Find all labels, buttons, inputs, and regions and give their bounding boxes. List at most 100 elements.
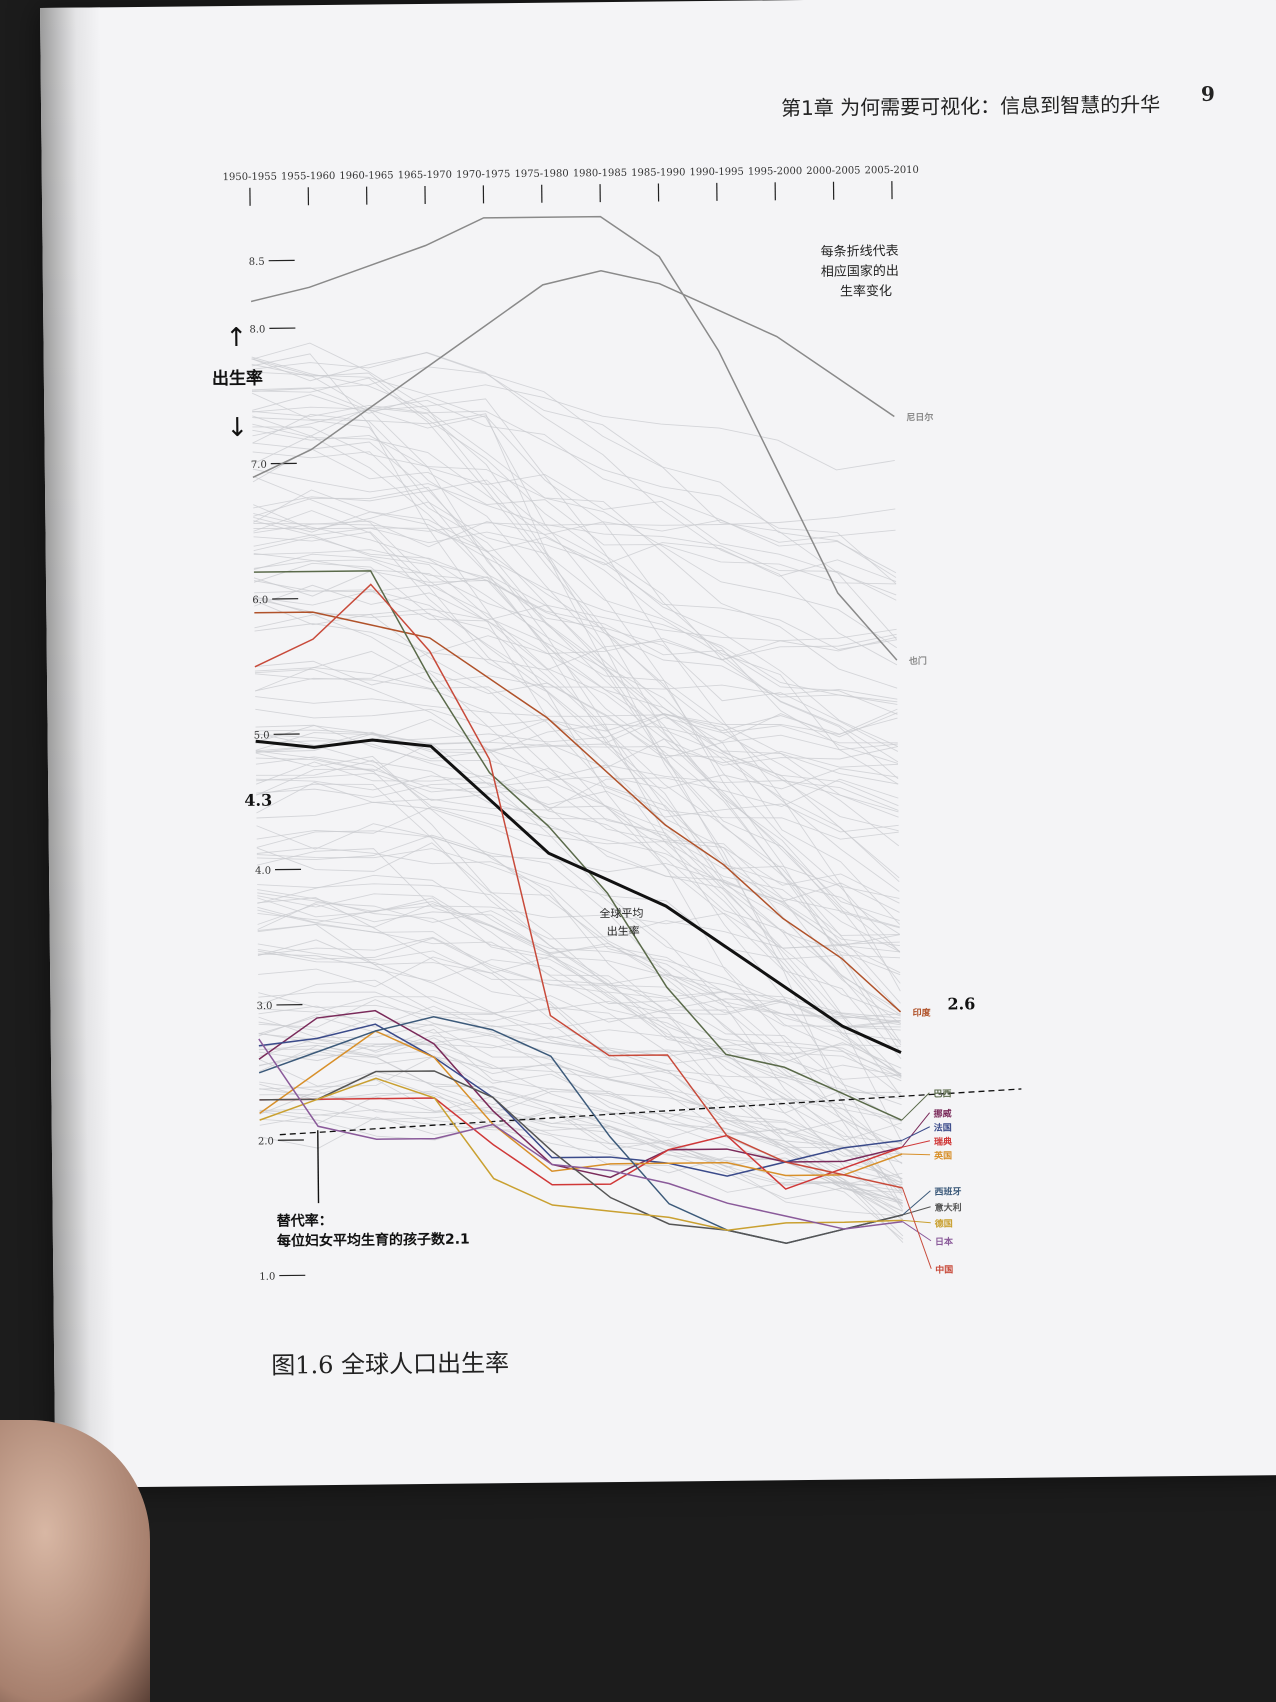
background-country-line bbox=[253, 527, 897, 650]
y-tick-label: 5.0 bbox=[254, 730, 270, 741]
background-country-line bbox=[257, 889, 901, 1041]
background-country-line bbox=[254, 666, 901, 1012]
x-tick-label: 1990-1995 bbox=[689, 167, 743, 179]
background-country-line bbox=[254, 600, 897, 642]
y-axis: 8.5 8.0 7.0 6.0 5.0 4.0 3.0 2.0 1.0 bbox=[249, 257, 306, 1283]
background-country-line bbox=[253, 534, 899, 818]
y-tick-label: 8.5 bbox=[249, 257, 265, 268]
background-country-line bbox=[257, 897, 902, 1106]
y-tick-label: 8.0 bbox=[249, 324, 265, 335]
series-line bbox=[254, 611, 902, 1013]
background-country-line bbox=[258, 1016, 903, 1201]
series-label: 德国 bbox=[935, 1218, 953, 1230]
background-country-line bbox=[252, 468, 897, 601]
background-country-line bbox=[251, 352, 897, 640]
background-country-line bbox=[253, 510, 901, 1025]
background-country-line bbox=[253, 479, 898, 747]
series-line bbox=[254, 583, 903, 1189]
start-value-label: 4.3 bbox=[244, 791, 272, 810]
y-tick-label: 1.0 bbox=[259, 1272, 275, 1283]
series-label: 巴西 bbox=[933, 1089, 951, 1100]
background-country-line bbox=[259, 1090, 903, 1145]
series-label: 法国 bbox=[934, 1122, 952, 1134]
background-country-line bbox=[256, 768, 900, 936]
background-country-line bbox=[255, 708, 898, 744]
book-page: 第1章 为何需要可视化：信息到智慧的升华 9 1950-1955 1955-196… bbox=[40, 0, 1276, 1558]
background-country-line bbox=[257, 902, 900, 949]
background-country-line bbox=[251, 363, 899, 763]
x-tick-label: 1995-2000 bbox=[748, 166, 802, 178]
series-line bbox=[258, 1009, 903, 1179]
background-country-line bbox=[257, 950, 903, 1180]
series-line bbox=[258, 1038, 903, 1230]
figure-caption: 图1.6 全球人口出生率 bbox=[271, 1349, 510, 1380]
series-line bbox=[259, 1097, 903, 1190]
end-value-label: 2.6 bbox=[947, 994, 975, 1013]
average-label-line-1: 全球平均 bbox=[599, 906, 643, 920]
series-leader bbox=[901, 1140, 931, 1148]
background-country-line bbox=[251, 356, 898, 689]
arrow-up-icon: ↑ bbox=[225, 323, 247, 353]
background-country-line bbox=[256, 848, 903, 1165]
background-country-line bbox=[252, 404, 897, 585]
x-tick-label: 1955-1960 bbox=[281, 171, 335, 183]
series-leader bbox=[901, 1187, 932, 1269]
background-country-line bbox=[253, 511, 898, 703]
series-leader bbox=[902, 1190, 931, 1216]
series-leader bbox=[901, 1112, 931, 1148]
x-tick-label: 1980-1985 bbox=[573, 168, 627, 180]
background-country-line bbox=[256, 783, 903, 1184]
background-country-line bbox=[257, 883, 903, 1193]
background-country-line bbox=[252, 366, 897, 578]
background-country-line bbox=[253, 519, 896, 548]
background-country-line bbox=[259, 1109, 903, 1217]
background-country-line bbox=[255, 731, 898, 769]
series-label: 英国 bbox=[933, 1150, 952, 1162]
background-country-line bbox=[251, 351, 898, 666]
background-country-line bbox=[258, 1016, 902, 1075]
background-country-line bbox=[257, 874, 903, 1202]
background-country-line bbox=[256, 830, 902, 1122]
series-line bbox=[250, 215, 898, 661]
background-country-line bbox=[254, 660, 899, 785]
series-label: 也门 bbox=[909, 655, 927, 667]
series-label: 印度 bbox=[913, 1007, 932, 1019]
replacement-rate-line bbox=[279, 1088, 1022, 1136]
background-country-line bbox=[253, 580, 900, 929]
background-country-line bbox=[259, 1109, 903, 1212]
background-country-line bbox=[259, 1055, 902, 1148]
background-country-line bbox=[254, 633, 897, 680]
background-country-line bbox=[252, 399, 897, 574]
x-tick-label: 1950-1955 bbox=[223, 172, 277, 184]
background-country-line bbox=[252, 413, 900, 925]
background-country-line bbox=[253, 501, 899, 780]
background-country-line bbox=[259, 1110, 903, 1221]
series-leader bbox=[902, 1221, 932, 1242]
background-country-line bbox=[252, 451, 901, 952]
series-label: 瑞典 bbox=[934, 1136, 952, 1148]
series-line bbox=[259, 1077, 903, 1232]
background-country-line bbox=[252, 435, 900, 883]
background-country-line bbox=[254, 598, 901, 1013]
x-tick-label: 1970-1975 bbox=[456, 169, 510, 181]
background-country-line bbox=[253, 536, 901, 974]
background-country-line bbox=[255, 732, 900, 899]
background-country-line bbox=[258, 992, 901, 1056]
background-country-line bbox=[251, 371, 895, 471]
background-country-line bbox=[254, 650, 898, 700]
background-country-line bbox=[256, 777, 899, 814]
background-country-line bbox=[253, 552, 900, 879]
background-country-line bbox=[257, 923, 903, 1183]
x-tick-label: 1975-1980 bbox=[514, 168, 568, 180]
background-country-line bbox=[255, 712, 898, 754]
series-line bbox=[255, 738, 902, 1054]
background-country-line bbox=[258, 1043, 903, 1220]
background-country-line bbox=[254, 596, 902, 1060]
y-tick-label: 4.0 bbox=[255, 866, 271, 877]
annotation-line-3: 生率变化 bbox=[840, 283, 892, 300]
background-country-line bbox=[256, 782, 903, 1196]
x-tick-label: 1965-1970 bbox=[398, 170, 452, 182]
series-line bbox=[259, 1070, 903, 1244]
background-country-line bbox=[259, 1116, 903, 1205]
birth-rate-chart: 1950-1955 1955-1960 1960-1965 1965-1970 1970… bbox=[212, 165, 1022, 1283]
